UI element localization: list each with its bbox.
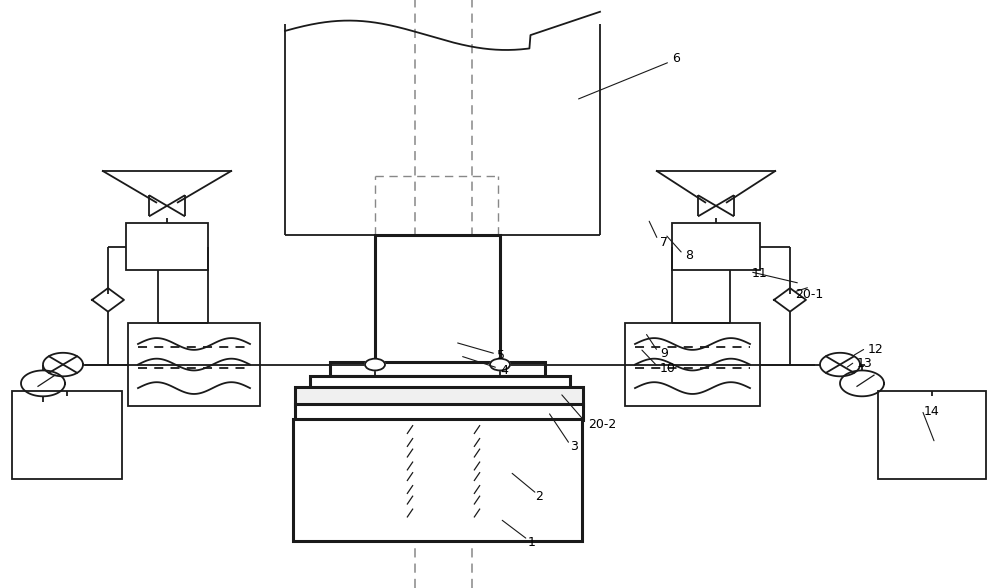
Bar bbox=[672, 223, 760, 270]
Circle shape bbox=[490, 359, 510, 370]
Text: 9: 9 bbox=[660, 348, 668, 360]
Text: 6: 6 bbox=[672, 52, 680, 65]
Bar bbox=[375, 235, 500, 365]
Bar bbox=[625, 323, 760, 406]
Text: 14: 14 bbox=[924, 405, 940, 418]
Bar bbox=[128, 323, 260, 406]
Text: 11: 11 bbox=[752, 267, 768, 280]
Bar bbox=[293, 419, 582, 541]
Circle shape bbox=[365, 359, 385, 370]
Bar bbox=[330, 362, 545, 376]
Bar bbox=[295, 404, 583, 420]
Bar bbox=[878, 391, 986, 479]
Text: 13: 13 bbox=[857, 357, 873, 370]
Text: 12: 12 bbox=[868, 343, 884, 356]
Text: 20-1: 20-1 bbox=[795, 288, 823, 300]
Bar bbox=[310, 376, 570, 388]
Bar bbox=[295, 387, 583, 406]
Text: 7: 7 bbox=[660, 236, 668, 249]
Text: 4: 4 bbox=[500, 364, 508, 377]
Bar bbox=[12, 391, 122, 479]
Text: 10: 10 bbox=[660, 362, 676, 375]
Text: 20-2: 20-2 bbox=[588, 418, 616, 431]
Text: 1: 1 bbox=[528, 536, 536, 549]
Text: 8: 8 bbox=[685, 249, 693, 262]
Text: 3: 3 bbox=[570, 440, 578, 453]
Bar bbox=[126, 223, 208, 270]
Text: 5: 5 bbox=[497, 349, 505, 362]
Text: 2: 2 bbox=[535, 490, 543, 503]
